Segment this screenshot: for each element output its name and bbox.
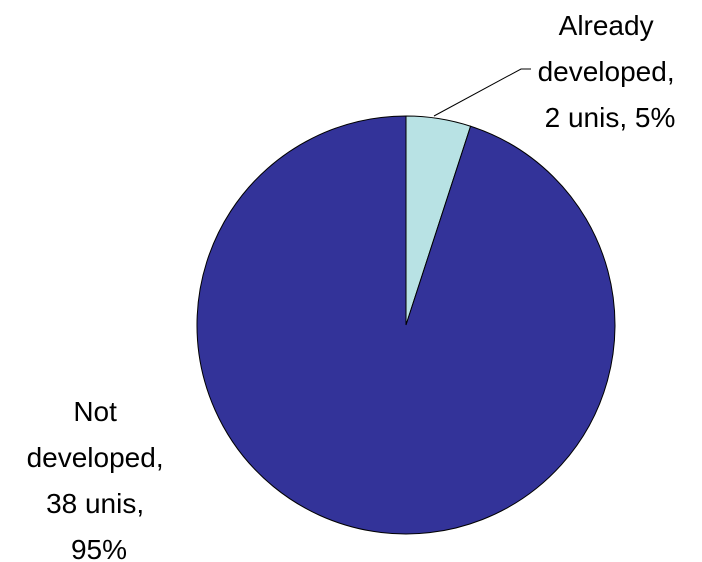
label-already-developed-line-1: Already bbox=[559, 10, 654, 41]
label-not-developed-line-1: Not bbox=[73, 396, 117, 427]
label-not-developed-line-2: developed, bbox=[27, 442, 164, 473]
label-not-developed-line-4: 95% bbox=[71, 534, 127, 562]
label-not-developed-line-3: 38 unis, bbox=[46, 488, 144, 519]
label-already-developed-line-3: 2 unis, 5% bbox=[545, 102, 676, 133]
label-not-developed: Not developed, 38 unis, 95% bbox=[27, 396, 172, 562]
label-already-developed: Already developed, 2 unis, 5% bbox=[538, 10, 683, 133]
pie-slice-not-developed bbox=[196, 115, 616, 535]
label-already-developed-line-2: developed, bbox=[538, 56, 675, 87]
pie-slices bbox=[196, 115, 616, 535]
leader-line-already-developed bbox=[433, 68, 531, 117]
